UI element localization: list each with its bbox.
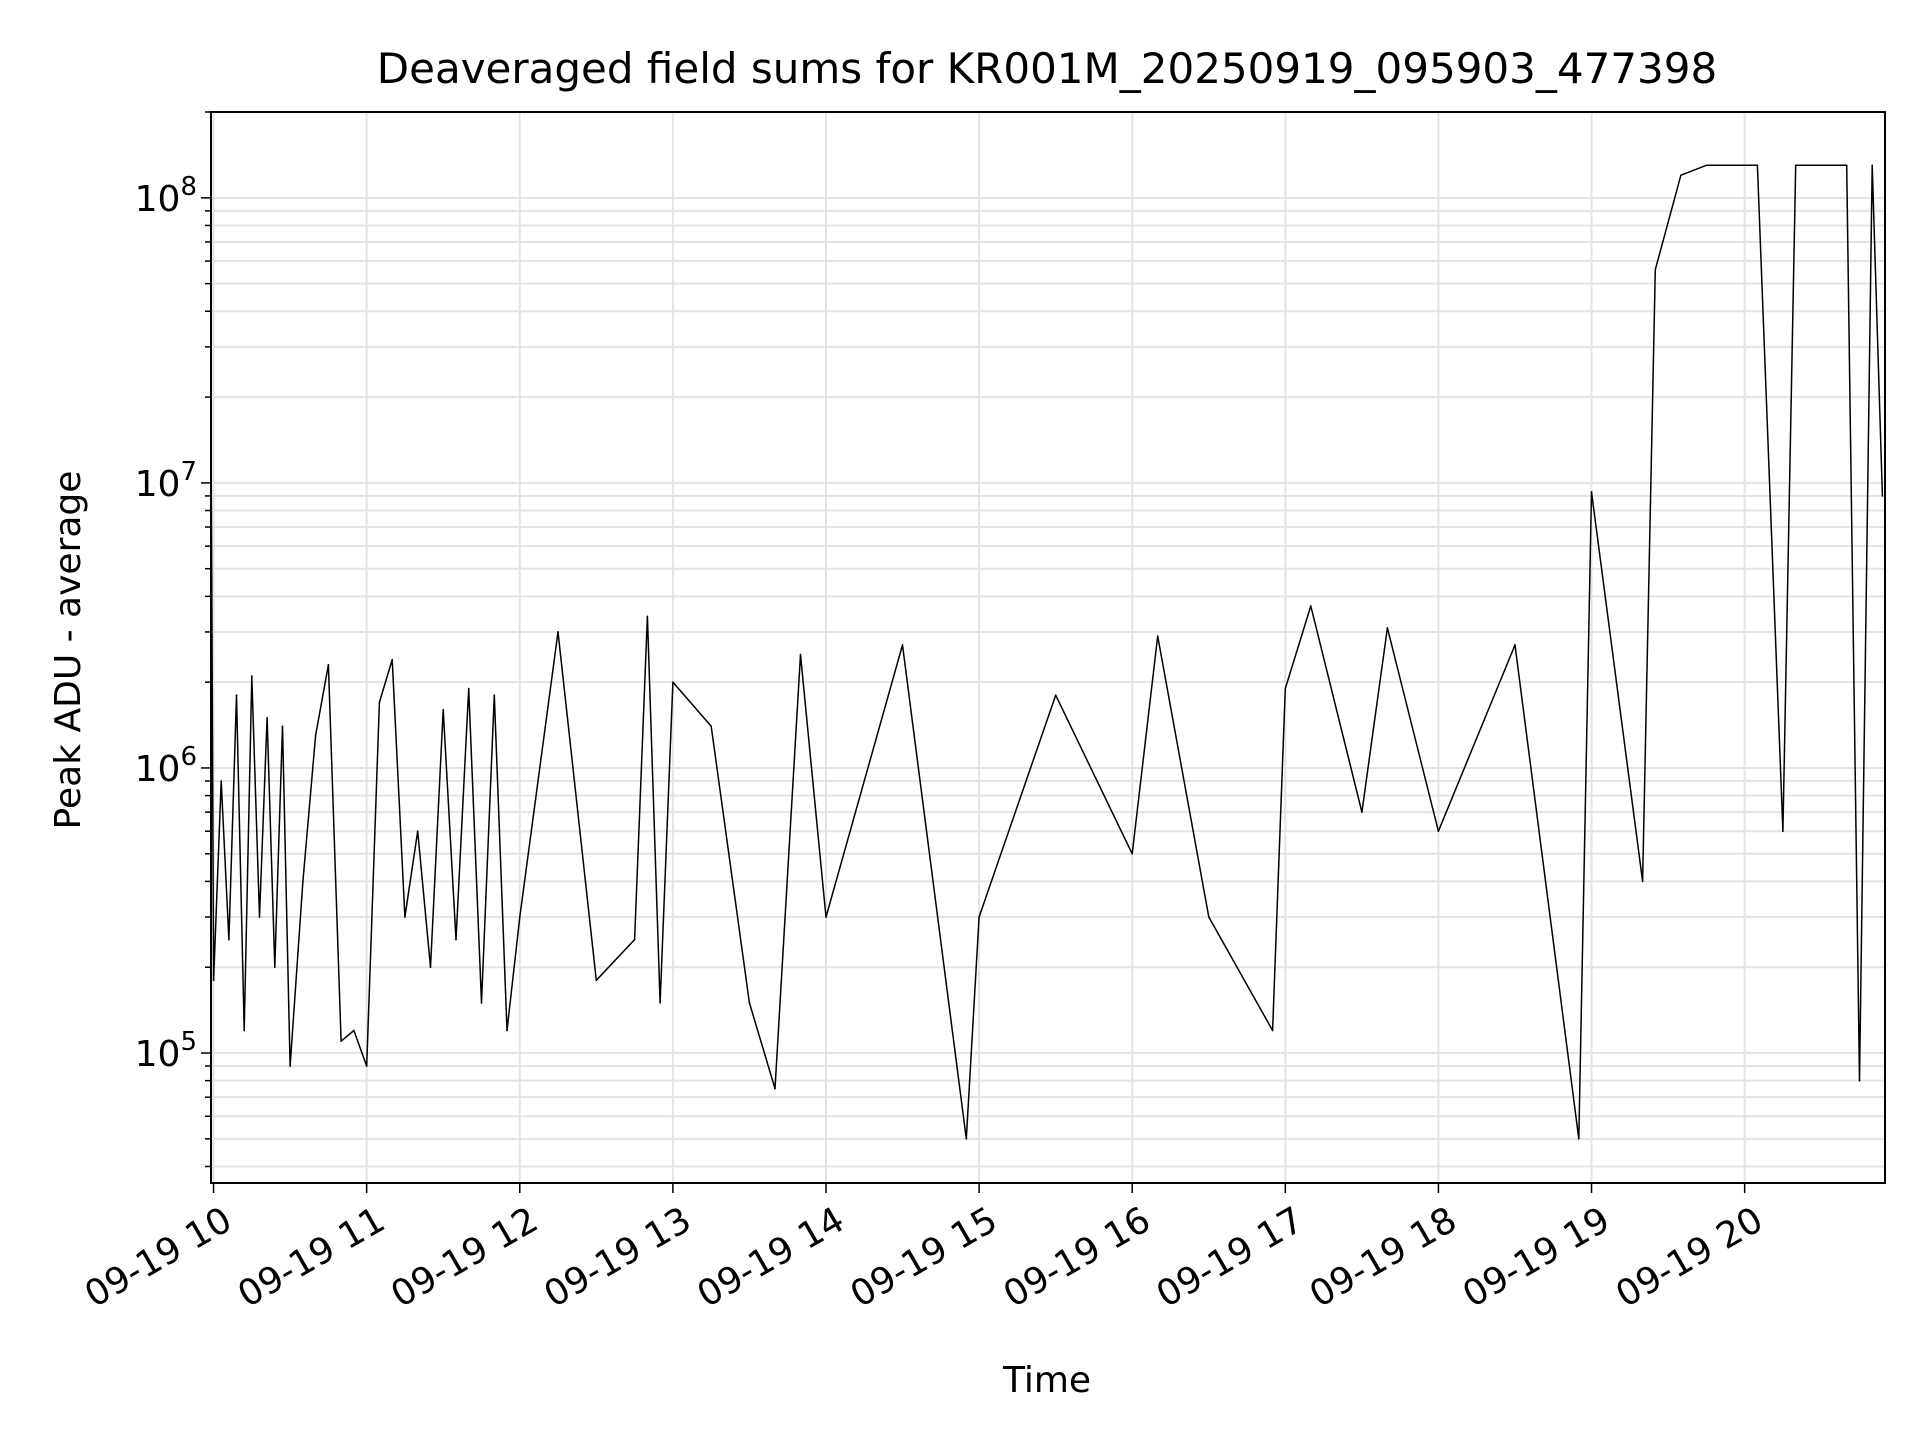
data-point xyxy=(557,631,559,633)
axes-frame xyxy=(210,111,1886,1184)
data-point xyxy=(378,701,381,704)
data-point xyxy=(327,664,330,666)
data-point xyxy=(1131,852,1134,855)
data-point xyxy=(1271,1029,1274,1032)
data-point xyxy=(1641,880,1644,883)
data-point xyxy=(228,938,230,941)
data-point xyxy=(1054,694,1057,696)
data-point xyxy=(243,1029,245,1032)
data-point xyxy=(212,979,215,982)
data-point xyxy=(314,734,317,737)
data-point xyxy=(518,916,521,918)
data-point xyxy=(633,938,636,941)
data-point xyxy=(978,916,980,918)
data-point xyxy=(235,694,238,696)
data-point xyxy=(416,830,419,832)
data-point xyxy=(365,1065,368,1067)
y-tick-label: 108 xyxy=(135,172,197,220)
data-point xyxy=(1820,164,1823,167)
data-point xyxy=(1654,268,1657,271)
data-point xyxy=(1386,627,1389,629)
data-point xyxy=(281,725,284,728)
data-point xyxy=(1680,174,1682,177)
data-point xyxy=(1881,495,1884,497)
data-point xyxy=(1590,491,1593,493)
data-series-line xyxy=(211,164,1884,1140)
data-point xyxy=(1705,164,1708,167)
y-tick-label: 105 xyxy=(135,1027,197,1075)
data-point xyxy=(1361,811,1363,813)
data-point xyxy=(1845,164,1848,167)
data-point xyxy=(965,1138,968,1140)
data-point xyxy=(340,1040,342,1043)
data-point xyxy=(1207,916,1210,918)
data-point xyxy=(429,966,432,969)
data-point xyxy=(774,1087,776,1090)
data-point xyxy=(799,653,802,656)
data-point xyxy=(442,708,445,711)
data-point xyxy=(659,1002,661,1004)
y-tick-label: 106 xyxy=(135,742,197,790)
data-point xyxy=(646,615,649,618)
data-point xyxy=(748,1002,751,1004)
data-point xyxy=(1731,164,1733,167)
data-point xyxy=(266,716,268,719)
data-point xyxy=(289,1065,291,1067)
x-axis-label: Time xyxy=(1002,1360,1091,1401)
data-point xyxy=(1437,830,1440,832)
data-point xyxy=(1284,687,1287,690)
data-point xyxy=(1782,830,1784,832)
data-point xyxy=(455,938,457,941)
y-tick-label: 107 xyxy=(135,457,197,505)
data-point xyxy=(251,675,253,677)
data-point xyxy=(506,1029,508,1032)
chart-title: Deaveraged field sums for KR001M_2025091… xyxy=(377,44,1717,93)
data-point xyxy=(1858,1079,1861,1082)
data-point xyxy=(1794,164,1797,167)
data-point xyxy=(825,916,827,918)
data-point xyxy=(220,780,223,782)
data-point xyxy=(710,725,712,728)
data-point xyxy=(1871,164,1874,167)
data-point xyxy=(273,966,276,969)
data-point xyxy=(1156,635,1159,637)
data-point xyxy=(302,880,304,883)
data-point xyxy=(391,658,393,661)
data-point xyxy=(595,979,598,982)
data-point xyxy=(1577,1138,1580,1140)
data-point xyxy=(404,916,406,918)
data-point xyxy=(480,1002,483,1004)
data-point xyxy=(353,1029,355,1032)
data-point xyxy=(467,687,470,690)
data-point xyxy=(672,681,674,683)
data-point xyxy=(1310,605,1312,607)
y-axis-label: Peak ADU - average xyxy=(48,471,89,830)
data-point xyxy=(493,694,496,696)
data-point xyxy=(258,916,261,918)
data-point xyxy=(1514,644,1516,646)
data-point xyxy=(901,644,904,646)
data-point xyxy=(1756,164,1759,167)
